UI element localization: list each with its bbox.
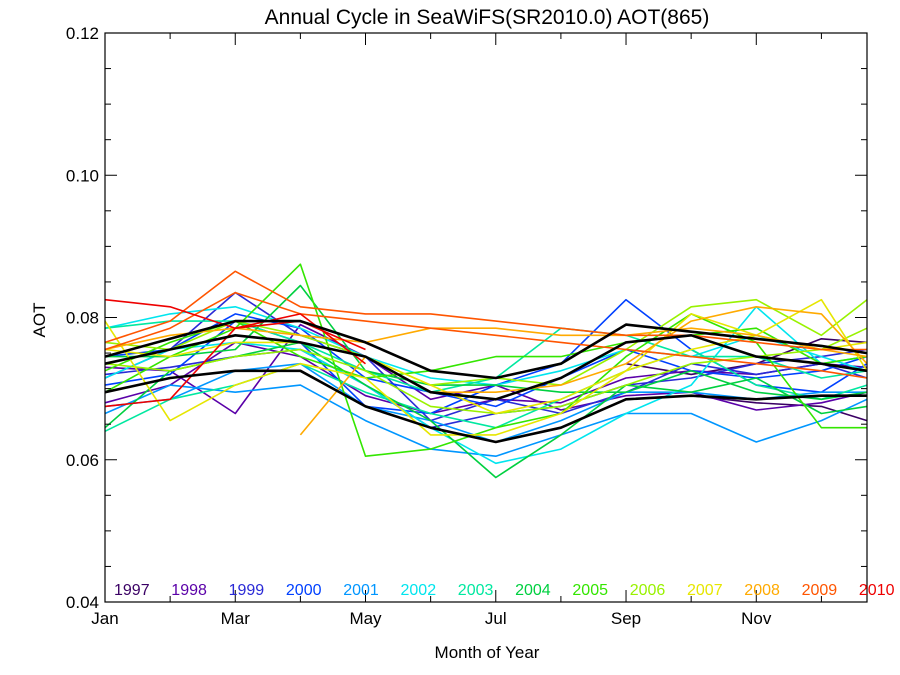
series-line-2001-1: [104, 384, 868, 457]
legend-entry-2006: 2006: [630, 582, 666, 599]
y-tick-label: 0.04: [66, 593, 99, 612]
series-line-2009-2: [104, 291, 868, 379]
reference-line-1: [104, 334, 868, 401]
legend-entry-2009: 2009: [802, 582, 838, 599]
legend-entry-2005: 2005: [572, 582, 608, 599]
x-tick-labels: Jan Mar May Jul Sep Nov: [91, 609, 772, 628]
y-tick-label: 0.08: [66, 309, 99, 328]
y-axis-label: AOT: [30, 303, 49, 338]
legend-entry-1997: 1997: [114, 582, 150, 599]
plot-frame: [104, 32, 868, 603]
legend-entry-2001: 2001: [343, 582, 379, 599]
series-line-2009-1: [104, 270, 867, 351]
legend-entry-1998: 1998: [171, 582, 207, 599]
reference-line-2: [104, 369, 867, 444]
legend-entry-2008: 2008: [744, 582, 780, 599]
legend-entry-2004: 2004: [515, 582, 551, 599]
x-tick-label: Sep: [611, 609, 641, 628]
legend-entry-2003: 2003: [458, 582, 494, 599]
y-tick-label: 0.06: [66, 451, 99, 470]
legend-entry-2002: 2002: [401, 582, 437, 599]
x-tick-label: Mar: [221, 609, 251, 628]
x-tick-label: Jan: [91, 609, 118, 628]
legend-entry-2000: 2000: [286, 582, 322, 599]
reference-line-3: [104, 319, 868, 380]
reference-lines: [104, 319, 868, 444]
y-tick-labels: 0.04 0.06 0.08 0.10 0.12: [66, 24, 99, 612]
x-axis-label: Month of Year: [435, 643, 540, 662]
legend-entry-1999: 1999: [229, 582, 265, 599]
legend-entry-2010: 2010: [859, 582, 895, 599]
series-line-2004-2: [105, 284, 868, 401]
series-layer: [104, 263, 868, 479]
x-tick-label: Nov: [741, 609, 772, 628]
y-tick-label: 0.12: [66, 24, 99, 43]
chart-title: Annual Cycle in SeaWiFS(SR2010.0) AOT(86…: [265, 6, 710, 29]
x-tick-label: Jul: [485, 609, 507, 628]
x-tick-label: May: [349, 609, 382, 628]
series-line-2010-2: [104, 313, 366, 408]
y-tick-label: 0.10: [66, 166, 99, 185]
axis-ticks: [104, 32, 867, 603]
legend: 1997 1998 1999 2000 2001 2002 2003 2004 2005 2006…: [114, 582, 895, 599]
legend-entry-2007: 2007: [687, 582, 723, 599]
